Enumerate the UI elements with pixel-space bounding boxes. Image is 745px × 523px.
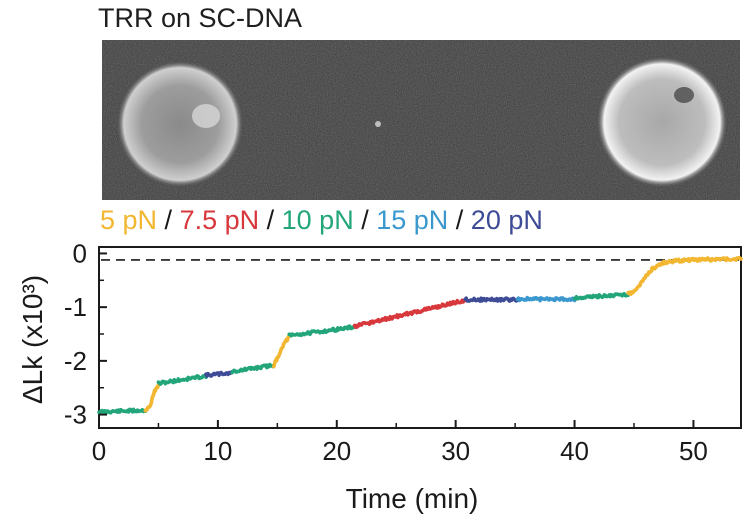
figure-title: TRR on SC-DNA [98, 3, 303, 33]
legend-separator: / [353, 205, 377, 235]
trace-segment-10-pn [572, 291, 630, 301]
x-tick-label: 30 [441, 436, 470, 466]
x-axis-label: Time (min) [346, 483, 479, 514]
trace-segment-20-pn [463, 296, 520, 303]
y-axis-label: ΔLk (x10³) [17, 275, 48, 404]
trace-segment-5-pn [271, 334, 292, 369]
y-tick-label: -2 [64, 346, 87, 376]
y-tick-label: -1 [64, 292, 87, 322]
legend-separator: / [259, 205, 282, 235]
trace-segment-10-pn [230, 362, 276, 375]
bead-left [116, 60, 244, 188]
trace-segment-20-pn [204, 369, 234, 378]
trace-segment-10-pn [156, 373, 208, 386]
trace-segment-5-pn [626, 255, 743, 296]
bead-right [596, 56, 728, 188]
legend-separator: / [157, 205, 180, 235]
trace-segment-7-5-pn [352, 298, 468, 330]
x-tick-label: 50 [679, 436, 708, 466]
y-tick-label: -3 [64, 400, 87, 430]
x-tick-label: 0 [92, 436, 106, 466]
x-tick-label: 20 [322, 436, 351, 466]
y-tick-label: 0 [73, 238, 87, 268]
x-tick-label: 10 [203, 436, 232, 466]
trace-segment-15-pn [515, 295, 577, 303]
dna-spot [375, 121, 381, 127]
legend-force-20-pn: 20 pN [470, 205, 543, 235]
trace-segment-10-pn [97, 407, 148, 415]
trace-segment-5-pn [143, 382, 161, 413]
x-tick-label: 40 [560, 436, 589, 466]
legend-force-10-pn: 10 pN [281, 205, 354, 235]
force-color-legend: 5 pN / 7.5 pN / 10 pN / 15 pN / 20 pN [100, 203, 543, 237]
legend-separator: / [448, 205, 471, 235]
legend-force-5-pn: 5 pN [100, 205, 158, 235]
trace-segment-10-pn [287, 324, 357, 338]
fluorescence-micrograph [102, 40, 740, 200]
legend-force-7-5-pn: 7.5 pN [179, 205, 260, 235]
legend-force-15-pn: 15 pN [376, 205, 449, 235]
plot-area-frame [98, 246, 742, 429]
